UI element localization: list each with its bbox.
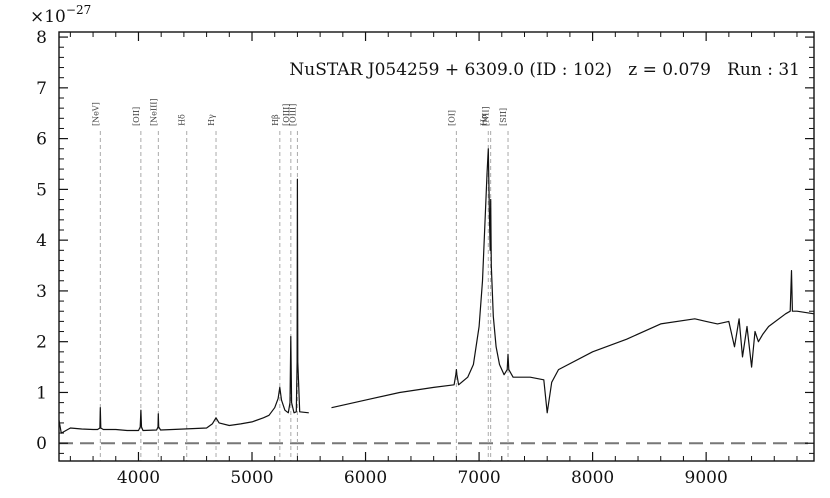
emission-line-label: [NeV] — [91, 102, 100, 126]
emission-line-label: [OIII] — [282, 104, 291, 126]
y-tick-label: 3 — [36, 282, 47, 302]
emission-line-label: [NeIII] — [149, 98, 158, 125]
emission-line-label: [OII] — [132, 107, 141, 126]
y-scale-exponent: −27 — [66, 3, 91, 17]
emission-line-label: Hβ — [271, 114, 280, 126]
spectrum-series-line — [331, 148, 815, 414]
x-tick-label: 5000 — [230, 468, 273, 488]
y-tick-label: 8 — [36, 28, 47, 48]
emission-line-label: Hγ — [207, 114, 216, 126]
emission-line-label: Hα — [479, 113, 488, 126]
x-tick-label: 9000 — [685, 468, 728, 488]
y-tick-label: 5 — [36, 180, 47, 200]
y-tick-label: 6 — [36, 130, 47, 150]
emission-line-label: Hδ — [178, 114, 187, 126]
y-axis-scale-factor: ×10−27 — [30, 3, 91, 27]
y-tick-label: 7 — [36, 79, 47, 99]
x-tick-label: 4000 — [117, 468, 160, 488]
plot-frame — [58, 31, 815, 462]
emission-line-label: [NII] — [482, 106, 491, 126]
y-tick-label: 2 — [36, 333, 47, 353]
y-scale-base: ×10 — [30, 7, 66, 27]
x-tick-label: 7000 — [457, 468, 500, 488]
chart-title: NuSTAR J054259 + 6309.0 (ID : 102) z = 0… — [289, 60, 800, 80]
emission-line-label: [SII] — [499, 108, 508, 126]
y-tick-label: 0 — [36, 434, 47, 454]
spectrum-series-line — [58, 178, 309, 434]
y-tick-label: 4 — [36, 231, 47, 251]
x-tick-label: 8000 — [571, 468, 614, 488]
x-tick-label: 6000 — [344, 468, 387, 488]
emission-line-label: [OIII] — [288, 104, 297, 126]
emission-line-label: [OI] — [447, 110, 456, 126]
y-tick-label: 1 — [36, 383, 47, 403]
